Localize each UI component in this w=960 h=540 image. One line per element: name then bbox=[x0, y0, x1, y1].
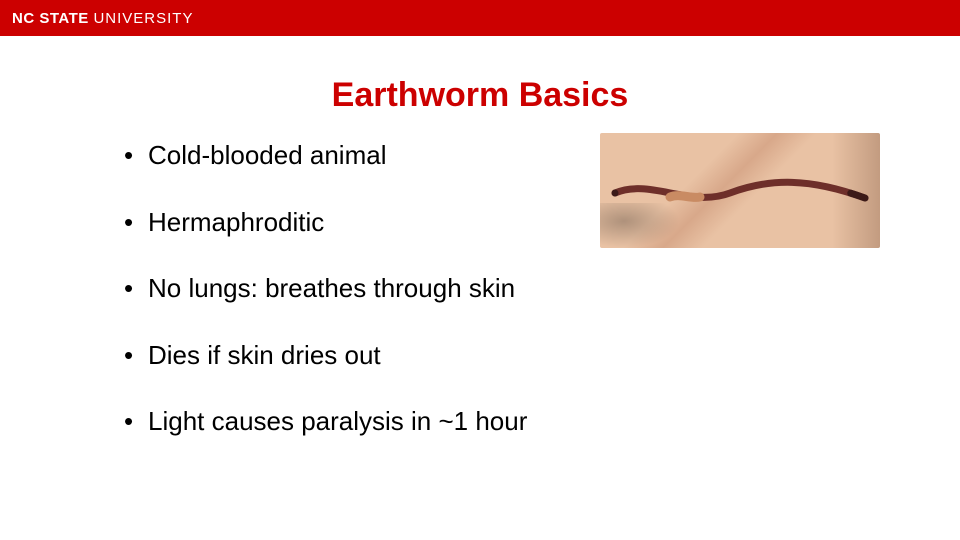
slide-body: Cold-blooded animal Hermaphroditic No lu… bbox=[0, 139, 960, 438]
list-item: No lungs: breathes through skin bbox=[120, 272, 900, 305]
bullet-text: Light causes paralysis in ~1 hour bbox=[148, 406, 527, 436]
bullet-text: No lungs: breathes through skin bbox=[148, 273, 515, 303]
list-item: Hermaphroditic bbox=[120, 206, 900, 239]
bullet-text: Hermaphroditic bbox=[148, 207, 324, 237]
list-item: Cold-blooded animal bbox=[120, 139, 900, 172]
brand-logo-light: UNIVERSITY bbox=[93, 10, 193, 27]
bullet-text: Cold-blooded animal bbox=[148, 140, 386, 170]
brand-header-bar: NC STATE UNIVERSITY bbox=[0, 0, 960, 36]
list-item: Dies if skin dries out bbox=[120, 339, 900, 372]
list-item: Light causes paralysis in ~1 hour bbox=[120, 405, 900, 438]
brand-logo-text: NC STATE UNIVERSITY bbox=[12, 10, 193, 27]
brand-logo-bold: NC STATE bbox=[12, 10, 89, 27]
bullet-text: Dies if skin dries out bbox=[148, 340, 381, 370]
slide-title: Earthworm Basics bbox=[0, 76, 960, 115]
